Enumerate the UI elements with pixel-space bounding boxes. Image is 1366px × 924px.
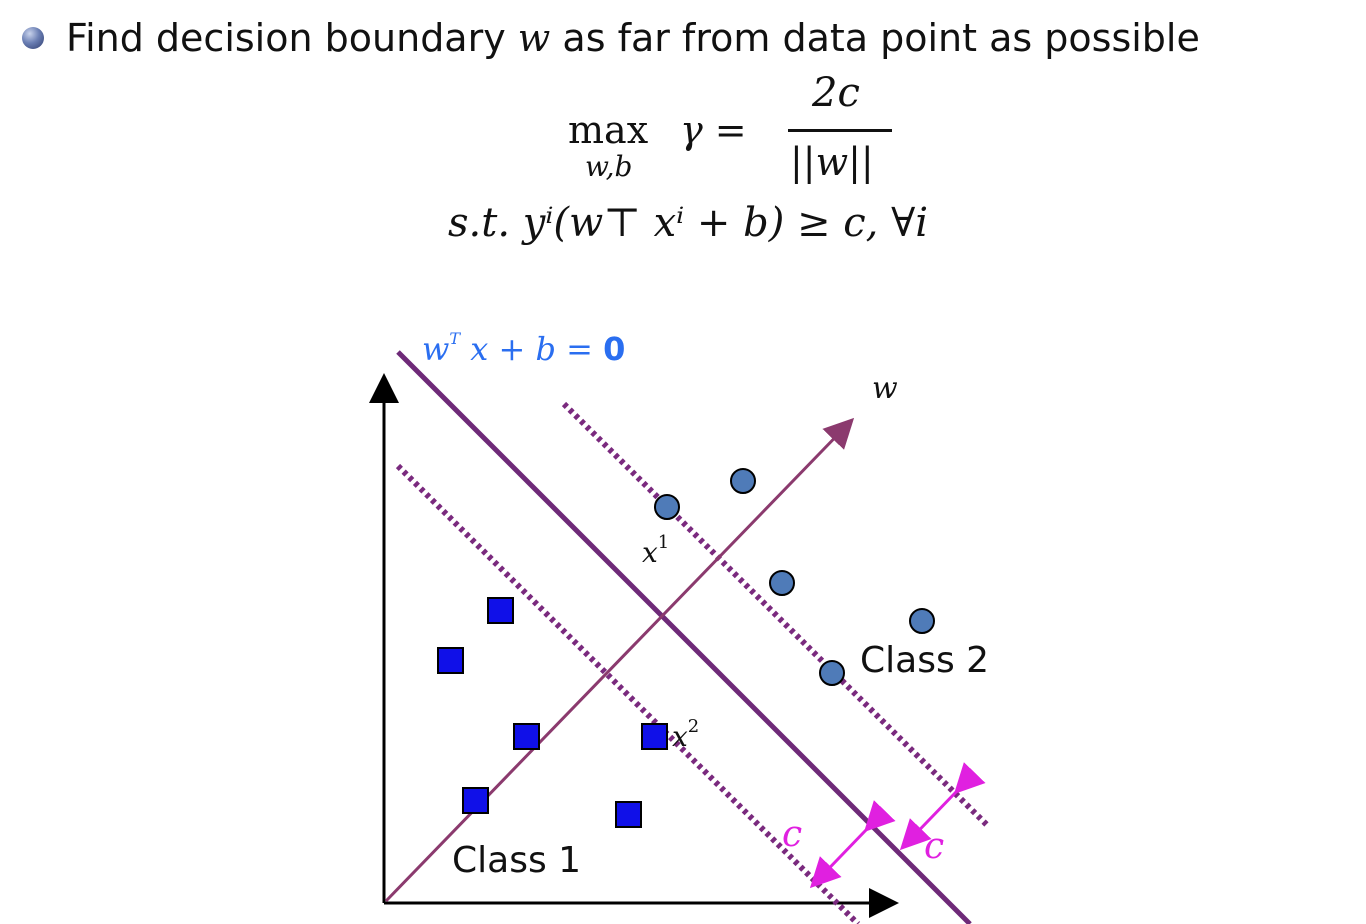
x2-label: x2 xyxy=(672,716,699,753)
bullet-row: Find decision boundary w as far from dat… xyxy=(22,10,1200,66)
class2-circle xyxy=(909,608,935,634)
decision-boundary-line xyxy=(396,350,972,924)
margin-c-label-right: c xyxy=(924,826,944,867)
class1-square xyxy=(513,723,540,750)
margin-arrow-right xyxy=(899,762,986,851)
formula-numerator: 2c xyxy=(812,70,860,116)
class1-square xyxy=(487,597,514,624)
class2-circle xyxy=(769,570,795,596)
bullet-text-after: as far from data point as possible xyxy=(550,16,1200,60)
margin-c-label-left: c xyxy=(782,814,802,855)
formula-denominator: ||w|| xyxy=(790,140,874,184)
bullet-text-before: Find decision boundary xyxy=(66,16,518,60)
class2-circle xyxy=(819,660,845,686)
class2-circle-x1 xyxy=(654,494,680,520)
formula-max: max xyxy=(568,108,649,152)
w-direction-arrow xyxy=(384,417,855,903)
class1-label: Class 1 xyxy=(452,840,581,881)
w-axis-label: w xyxy=(872,371,898,406)
sphere-bullet-icon xyxy=(22,27,44,49)
bullet-text: Find decision boundary w as far from dat… xyxy=(66,16,1200,60)
formula-constraint: s.t. yⁱ(w⊤ xⁱ + b) ≥ c, ∀i xyxy=(448,200,929,246)
formula-max-subscript: w,b xyxy=(585,150,633,183)
class1-square xyxy=(437,647,464,674)
formula-gamma: γ = xyxy=(680,108,747,152)
x1-label: x1 xyxy=(642,532,669,569)
class2-circle xyxy=(730,468,756,494)
class1-square-x2 xyxy=(641,723,668,750)
boundary-equation-label: wT x + b = 0 xyxy=(422,329,625,368)
margin-line-upper xyxy=(561,401,991,829)
bullet-var-w: w xyxy=(517,16,551,60)
class1-square xyxy=(462,787,489,814)
class1-square xyxy=(615,801,642,828)
class2-label: Class 2 xyxy=(860,640,989,681)
fraction-bar xyxy=(788,129,892,132)
margin-arrow-left xyxy=(809,800,896,889)
